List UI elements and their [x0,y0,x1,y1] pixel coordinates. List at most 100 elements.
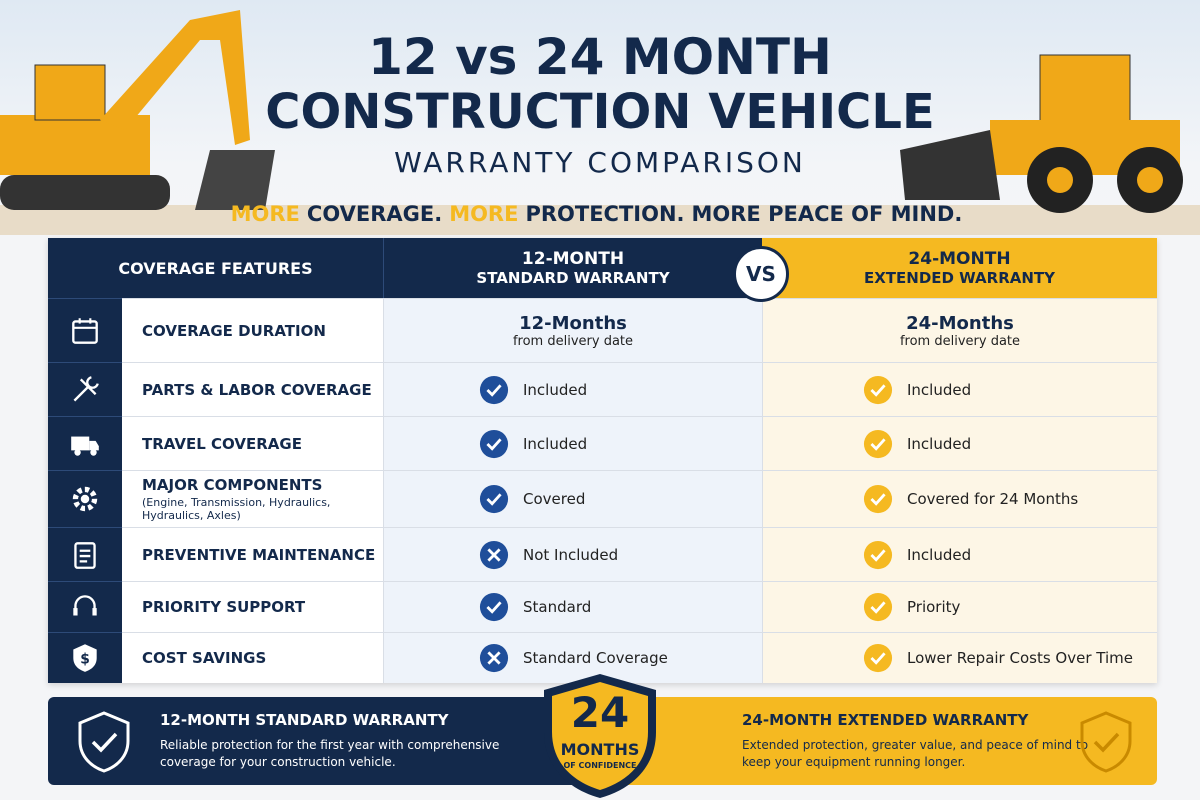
title-line: CONSTRUCTION VEHICLE [265,84,935,140]
cell-value: Priority [907,598,961,616]
extended-cell: Included [762,362,1157,416]
feature-label: PARTS & LABOR COVERAGE [142,380,372,399]
feature-cell: TRAVEL COVERAGE [122,416,383,470]
standard-cell: Included [383,416,762,470]
feature-icon-cell: $ [48,632,122,683]
feature-cell: COVERAGE DURATION [122,298,383,362]
excavator [0,10,275,210]
standard-header: 12-MONTH STANDARD WARRANTY [383,238,762,298]
cell-value: 12-Months [519,312,627,334]
cell-value: Included [907,434,972,453]
summary-title: 12-MONTH STANDARD WARRANTY [160,711,449,729]
icon [863,592,893,622]
tagline-word: MORE [230,202,300,226]
feature-note: (Engine, Transmission, Hydraulics, Hydra… [142,496,331,522]
extended-header: 24-MONTH EXTENDED WARRANTY [762,238,1157,298]
icon [863,429,893,458]
feature-label: MAJOR COMPONENTS [142,476,323,494]
tagline: MORE COVERAGE. MORE PROTECTION. MORE PEACE O… [0,202,1200,226]
icon [72,317,98,344]
feature-cell: MAJOR COMPONENTS (Engine, Transmission, H… [122,470,383,527]
feature-cell: PARTS & LABOR COVERAGE [122,362,383,416]
extended-cell: Included [762,527,1157,581]
extended-cell: Lower Repair Costs Over Time [762,632,1157,683]
icon [863,484,893,514]
tagline-word: COVERAGE. [306,202,443,226]
comparison-table: COVERAGE FEATURES 12-MONTH STANDARD WARRA… [48,238,1157,683]
standard-cell: Included [383,362,762,416]
feature-label: TRAVEL COVERAGE [142,434,302,453]
icon [479,484,509,514]
feature-cell: PREVENTIVE MAINTENANCE [122,527,383,581]
summary-text: Extended protection, greater value, and … [742,738,1089,769]
extended-cell: 24-Months from delivery date [762,298,1157,362]
cell-value: Included [907,545,972,564]
header-line: 24-MONTH [908,249,1011,269]
cell-value: Standard Coverage [523,649,668,667]
header-line: 12-MONTH [521,249,625,269]
subtitle: WARRANTY COMPARISON [394,146,806,179]
feature-label: PRIORITY SUPPORT [142,598,306,616]
summary-title: 24-MONTH EXTENDED WARRANTY [742,711,1029,729]
tagline-word: PROTECTION. [525,202,685,226]
wheel-loader [900,54,1183,213]
tagline-word: MORE [449,202,519,226]
standard-summary: 12-MONTH STANDARD WARRANTY Reliable prot… [48,697,608,785]
extended-cell: Priority [762,581,1157,632]
header-line: STANDARD WARRANTY [476,269,670,287]
icon [479,592,509,622]
summary-text: Reliable protection for the first year w… [160,738,500,769]
cell-value: Covered [523,490,586,508]
standard-cell: Standard Coverage [383,632,762,683]
cell-value: Not Included [523,545,619,564]
shield-icon [1080,711,1132,773]
standard-cell: Covered [383,470,762,527]
feature-label: COST SAVINGS [142,649,267,667]
cell-value: Included [523,380,588,399]
icon [73,595,97,616]
cell-value: Included [907,380,972,399]
icon [73,375,99,401]
icon [863,540,893,569]
extended-cell: Covered for 24 Months [762,470,1157,527]
feature-icon-cell [48,362,122,416]
icon [863,375,893,404]
feature-label: PREVENTIVE MAINTENANCE [142,545,376,564]
svg-text:$: $ [80,651,90,667]
cell-value: Standard [523,598,592,616]
vs-badge: VS [733,246,789,302]
feature-icon-cell [48,298,122,362]
shield-icon [78,711,130,773]
feature-cell: PRIORITY SUPPORT [122,581,383,632]
icon [863,643,893,673]
standard-cell: Standard [383,581,762,632]
badge-shield [544,674,656,798]
feature-icon-cell [48,527,122,581]
standard-cell: Not Included [383,527,762,581]
cell-value: 24-Months [906,312,1014,334]
badge-text: MONTHS [560,740,640,759]
title-line: 12 vs 24 MONTH [368,28,832,86]
tagline-word: MORE PEACE OF MIND. [691,202,963,226]
badge-number: 24 [570,688,630,737]
feature-icon-cell [48,416,122,470]
icon [72,486,98,512]
cell-note: from delivery date [899,333,1021,349]
extended-cell: Included [762,416,1157,470]
icon [479,643,509,673]
standard-cell: 12-Months from delivery date [383,298,762,362]
feature-icon-cell [48,470,122,527]
icon: $ [73,644,97,672]
cell-value: Lower Repair Costs Over Time [907,649,1133,667]
icon [71,436,99,456]
badge-text: OF CONFIDENCE [563,761,637,770]
hero-art [0,10,1200,235]
icon [479,375,509,404]
icon [479,540,509,569]
icon [479,429,509,458]
feature-label: COVERAGE DURATION [142,321,326,340]
cell-value: Covered for 24 Months [907,490,1079,508]
extended-summary: 24-MONTH EXTENDED WARRANTY Extended prot… [592,697,1157,785]
hero-banner: 12 vs 24 MONTH CONSTRUCTION VEHICLE WARR… [0,0,1200,235]
